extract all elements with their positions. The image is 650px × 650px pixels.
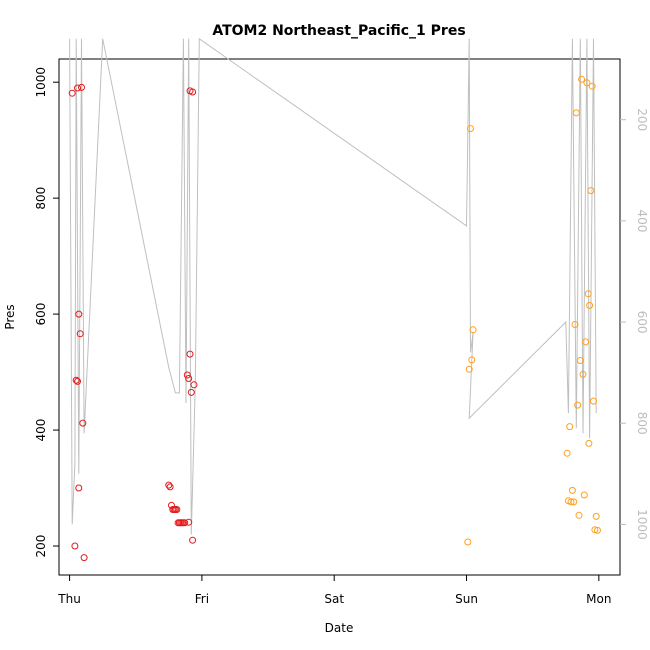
- trajectory-layer: [69, 37, 597, 535]
- data-point: [173, 506, 181, 513]
- x-tick-label: Fri: [195, 592, 209, 606]
- data-point: [584, 290, 592, 298]
- x-tick-label: Sun: [455, 592, 478, 606]
- data-point: [579, 370, 587, 378]
- data-point: [582, 338, 590, 346]
- x-tick-label: Thu: [57, 592, 81, 606]
- points-layer: [68, 75, 601, 562]
- data-point: [583, 79, 591, 87]
- data-point: [185, 518, 193, 526]
- data-point: [74, 84, 81, 92]
- data-point: [80, 554, 88, 562]
- data-point: [578, 75, 586, 83]
- data-point: [585, 439, 593, 447]
- data-point: [588, 82, 596, 90]
- data-point: [580, 491, 588, 499]
- data-point: [469, 326, 477, 334]
- data-point: [187, 388, 195, 396]
- data-point: [74, 377, 81, 385]
- data-point: [465, 365, 473, 373]
- data-point: [76, 330, 84, 338]
- x-axis-label: Date: [325, 621, 354, 635]
- data-point: [568, 486, 576, 494]
- data-point: [165, 481, 173, 489]
- y-axis: 200 400 600 800 1000: [34, 67, 59, 558]
- data-point: [586, 301, 594, 309]
- data-point: [591, 526, 599, 534]
- y2-axis: 200 400 600 800 1000: [620, 108, 649, 540]
- data-point: [185, 375, 193, 382]
- y2-tick-label: 400: [635, 209, 649, 232]
- y-tick-label: 1000: [34, 67, 48, 98]
- trajectory-line: [69, 37, 597, 535]
- data-point: [186, 350, 194, 358]
- y-tick-label: 800: [34, 187, 48, 210]
- data-point: [590, 397, 597, 405]
- data-point: [75, 310, 83, 318]
- chart-title: ATOM2 Northeast_Pacific_1 Pres: [212, 23, 465, 39]
- data-point: [570, 498, 578, 506]
- data-point: [183, 371, 191, 379]
- data-point: [189, 536, 197, 544]
- data-point: [572, 109, 580, 117]
- data-point: [464, 538, 472, 546]
- data-point: [594, 526, 601, 534]
- data-point: [75, 484, 83, 492]
- x-tick-label: Mon: [586, 592, 611, 606]
- x-tick-label: Sat: [324, 592, 344, 606]
- x-axis: Thu Fri Sat Sun Mon: [57, 574, 611, 606]
- data-point: [68, 89, 76, 97]
- data-point: [78, 83, 85, 91]
- data-point: [571, 321, 579, 328]
- data-point: [468, 356, 476, 364]
- y-tick-label: 200: [34, 535, 48, 558]
- y2-tick-label: 800: [635, 412, 649, 435]
- y-tick-label: 400: [34, 419, 48, 442]
- y-axis-label: Pres: [3, 304, 17, 329]
- data-point: [566, 423, 574, 431]
- data-point: [166, 483, 174, 491]
- data-point: [189, 88, 197, 96]
- data-point: [190, 381, 198, 389]
- data-point: [576, 357, 584, 364]
- data-point: [575, 511, 583, 519]
- y2-tick-label: 1000: [635, 509, 649, 540]
- data-point: [587, 187, 595, 195]
- y2-tick-label: 600: [635, 311, 649, 334]
- data-point: [563, 449, 571, 457]
- y-tick-label: 600: [34, 303, 48, 326]
- data-point: [71, 542, 79, 550]
- data-point: [567, 498, 575, 506]
- data-point: [72, 376, 80, 384]
- data-point: [467, 125, 474, 133]
- data-point: [592, 512, 600, 520]
- data-point: [574, 401, 582, 409]
- data-point: [181, 519, 189, 527]
- y2-tick-label: 200: [635, 108, 649, 131]
- data-point: [79, 419, 87, 427]
